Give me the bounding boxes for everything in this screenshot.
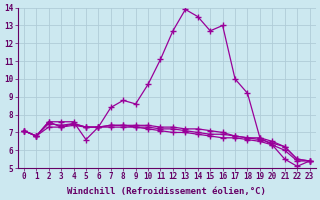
X-axis label: Windchill (Refroidissement éolien,°C): Windchill (Refroidissement éolien,°C) [67,187,266,196]
